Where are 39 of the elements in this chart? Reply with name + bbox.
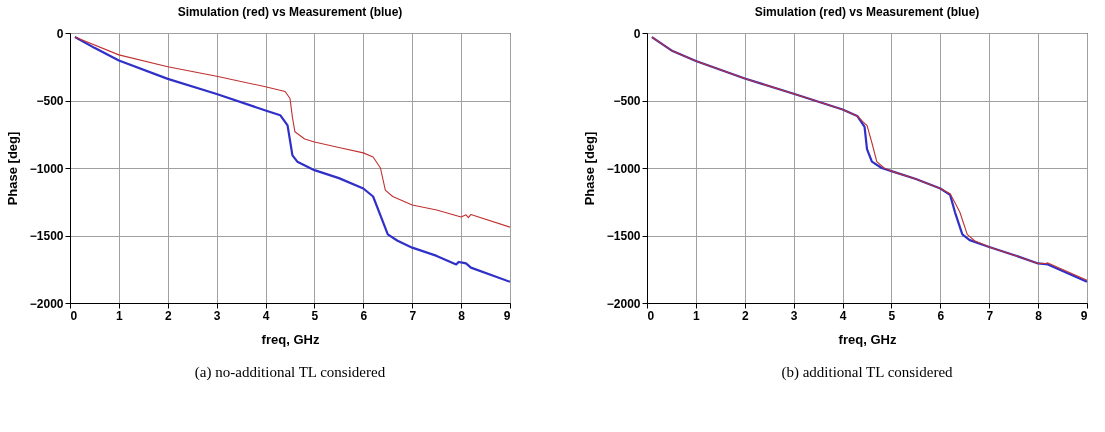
x-tick-label: 4 bbox=[262, 308, 270, 323]
x-tick-label: 9 bbox=[1080, 308, 1088, 323]
x-axis-title: freq, GHz bbox=[261, 331, 320, 347]
text: (a) no-additional TL considered bbox=[194, 364, 386, 381]
y-tick-label: −1000 bbox=[606, 161, 641, 176]
x-tick-label: 3 bbox=[213, 308, 221, 323]
x-tick-label: 1 bbox=[116, 308, 124, 323]
y-tick-label: −500 bbox=[613, 94, 641, 108]
y-tick-label: −500 bbox=[36, 94, 64, 108]
y-tick-label: −2000 bbox=[29, 296, 64, 311]
y-tick-label: 0 bbox=[56, 26, 64, 41]
x-tick-label: 2 bbox=[741, 308, 749, 323]
line-series bbox=[74, 36, 511, 228]
x-tick-label: 5 bbox=[311, 308, 319, 323]
text: (b) additional TL considered bbox=[781, 364, 954, 381]
x-tick-label: 5 bbox=[888, 308, 896, 323]
x-tick-label: 0 bbox=[70, 308, 78, 323]
x-tick-label: 1 bbox=[693, 308, 701, 323]
chart-title: Simulation (red) vs Measurement (blue) bbox=[177, 5, 403, 19]
x-tick-label: 7 bbox=[409, 308, 417, 323]
y-tick-label: −1500 bbox=[29, 229, 64, 243]
x-tick-label: 6 bbox=[360, 308, 368, 323]
x-tick-label: 7 bbox=[986, 308, 994, 323]
x-tick-label: 2 bbox=[164, 308, 172, 323]
y-tick-label: −2000 bbox=[606, 296, 641, 311]
x-tick-label: 6 bbox=[937, 308, 945, 323]
x-tick-label: 8 bbox=[1035, 308, 1043, 323]
x-tick-label: 8 bbox=[458, 308, 466, 323]
y-tick-label: 0 bbox=[633, 26, 641, 41]
x-axis-title: freq, GHz bbox=[838, 331, 897, 347]
x-tick-label: 4 bbox=[839, 308, 847, 323]
x-tick-label: 9 bbox=[503, 308, 511, 323]
x-tick-label: 0 bbox=[647, 308, 655, 323]
chart-title: Simulation (red) vs Measurement (blue) bbox=[754, 5, 980, 19]
y-axis-title: Phase [deg] bbox=[581, 131, 597, 206]
y-tick-label: −1000 bbox=[29, 161, 64, 176]
y-axis-title: Phase [deg] bbox=[4, 131, 20, 206]
x-tick-label: 3 bbox=[790, 308, 798, 323]
y-tick-label: −1500 bbox=[606, 229, 641, 243]
